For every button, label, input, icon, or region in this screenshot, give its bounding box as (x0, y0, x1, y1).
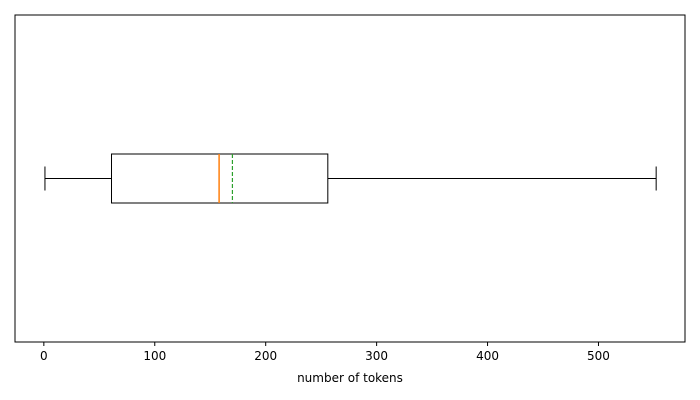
box-group (44, 153, 657, 204)
plot-frame (14, 14, 686, 343)
x-tick-label: 500 (587, 349, 610, 363)
x-tick-label: 100 (143, 349, 166, 363)
x-tick-label: 300 (365, 349, 388, 363)
x-tick-label: 400 (476, 349, 499, 363)
x-tick-label: 200 (254, 349, 277, 363)
x-axis: 0 100 200 300 400 500 (40, 342, 610, 363)
x-axis-label: number of tokens (297, 371, 403, 385)
x-tick-label: 0 (40, 349, 48, 363)
